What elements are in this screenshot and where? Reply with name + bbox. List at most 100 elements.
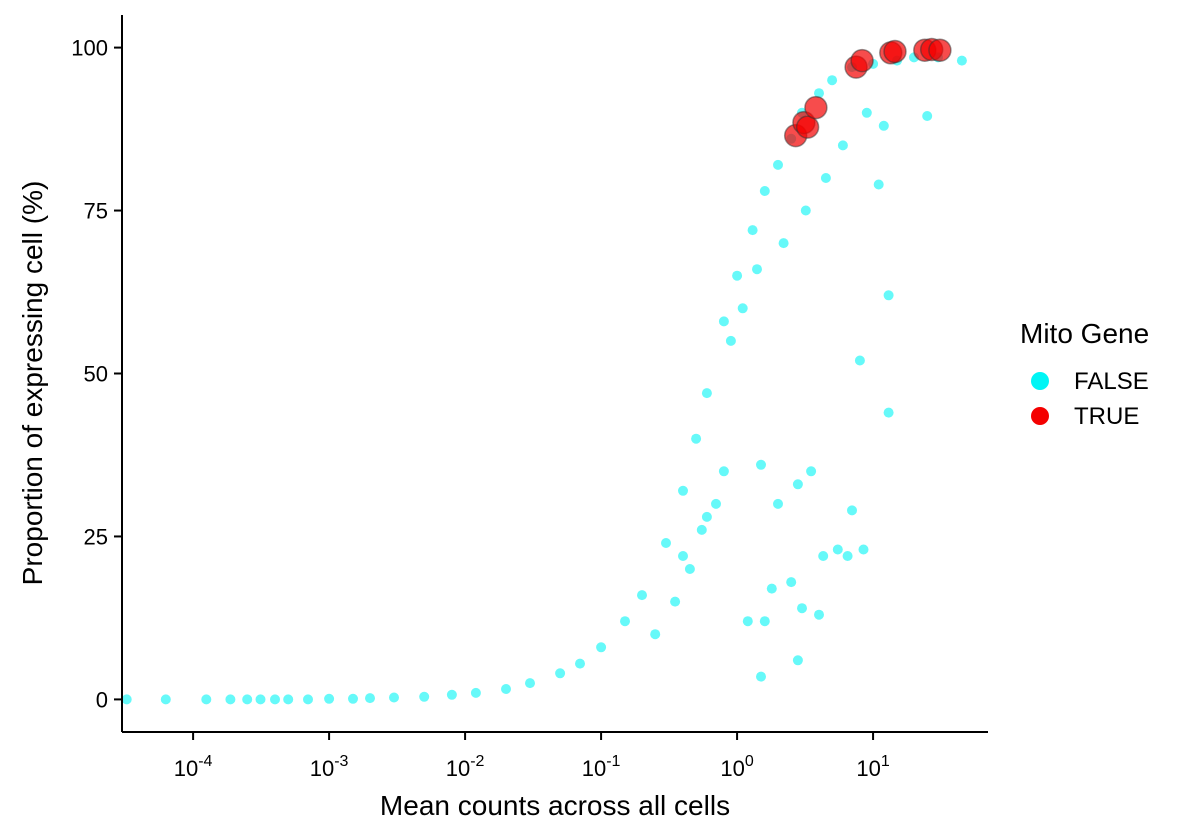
data-point-false <box>756 459 766 470</box>
points-layer <box>121 37 967 705</box>
data-point-false <box>883 407 894 418</box>
y-tick-label: 25 <box>84 524 108 549</box>
data-point-false <box>324 693 335 704</box>
axes-layer: 0 25 50 75 100 10-4 10-3 10-2 10-1 100 101 <box>71 15 988 781</box>
data-point-false <box>419 691 430 702</box>
data-point-false <box>858 544 869 555</box>
data-point-false <box>696 524 707 535</box>
y-tick-label: 75 <box>84 199 108 224</box>
data-point-false <box>225 694 236 705</box>
data-point-false <box>792 479 803 490</box>
data-point-false <box>773 498 783 509</box>
data-point-false <box>575 658 585 669</box>
data-point-false <box>861 107 872 118</box>
data-point-false <box>525 678 535 689</box>
legend-label-true: TRUE <box>1074 403 1139 430</box>
data-point-false <box>620 616 630 627</box>
data-point-false <box>678 551 688 561</box>
data-point-false <box>797 603 807 614</box>
data-point-false <box>832 544 843 555</box>
data-point-false <box>303 694 313 705</box>
data-point-false <box>820 173 831 183</box>
data-point-false <box>661 538 671 548</box>
data-point-false <box>242 694 253 705</box>
data-point-false <box>742 616 753 627</box>
data-point-false <box>691 433 702 444</box>
data-point-false <box>446 689 457 700</box>
data-point-false <box>470 687 481 698</box>
data-point-false <box>747 225 758 236</box>
data-point-false <box>800 205 811 216</box>
data-point-false <box>725 335 736 346</box>
data-point-false <box>501 684 511 694</box>
data-point-false <box>737 303 748 314</box>
data-point-false <box>752 264 762 275</box>
data-point-false <box>283 694 294 705</box>
data-point-false <box>555 668 566 679</box>
data-point-false <box>766 583 777 594</box>
data-point-false <box>650 629 661 640</box>
data-point-false <box>160 694 171 705</box>
data-point-false <box>670 596 681 607</box>
data-point-false <box>732 270 743 281</box>
data-point-false <box>701 511 712 522</box>
data-point-false <box>847 505 857 516</box>
data-point-false <box>883 290 894 301</box>
data-point-false <box>270 694 280 705</box>
data-point-false <box>814 88 824 99</box>
data-point-false <box>201 694 212 705</box>
data-point-false <box>806 466 817 477</box>
x-tick-label: 10-1 <box>582 753 621 781</box>
legend-title: Mito Gene <box>1020 318 1149 349</box>
data-point-false <box>842 551 853 561</box>
data-point-false <box>773 159 783 170</box>
data-point-false <box>684 564 695 574</box>
x-axis-title: Mean counts across all cells <box>380 790 730 821</box>
legend-swatch-true <box>1031 407 1049 425</box>
data-point-true <box>795 115 820 139</box>
data-point-false <box>922 111 933 121</box>
data-point-false <box>956 55 967 66</box>
data-point-false <box>678 485 688 496</box>
data-point-false <box>718 316 729 327</box>
data-point-false <box>389 692 399 703</box>
x-tick-label: 10-3 <box>310 753 349 781</box>
data-point-false <box>827 75 838 86</box>
legend-label-false: FALSE <box>1074 368 1149 395</box>
data-point-false <box>365 693 375 704</box>
data-point-false <box>778 238 789 249</box>
x-tick-label: 10-2 <box>446 753 485 781</box>
data-point-false <box>759 616 770 627</box>
y-tick-label: 0 <box>96 687 108 712</box>
data-point-false <box>837 140 848 151</box>
data-point-false <box>756 671 766 682</box>
data-point-false <box>348 693 358 704</box>
data-point-false <box>255 694 266 705</box>
data-point-true <box>850 48 874 73</box>
data-point-false <box>637 590 647 601</box>
data-point-false <box>878 120 889 131</box>
data-point-false <box>814 609 824 620</box>
legend: Mito Gene FALSE TRUE <box>1020 318 1149 430</box>
data-point-false <box>786 577 797 588</box>
data-point-false <box>792 655 803 666</box>
data-point-true <box>883 39 907 64</box>
data-point-false <box>818 551 829 561</box>
data-point-false <box>596 642 607 653</box>
data-point-false <box>121 694 132 705</box>
data-point-true <box>928 38 952 62</box>
data-point-true <box>804 95 828 120</box>
y-axis-title: Proportion of expressing cell (%) <box>17 181 48 586</box>
data-point-false <box>718 466 729 477</box>
x-tick-label: 100 <box>720 753 753 781</box>
x-tick-label: 101 <box>856 753 889 781</box>
data-point-false <box>701 388 712 399</box>
x-tick-label: 10-4 <box>174 753 213 781</box>
y-tick-label: 100 <box>71 36 108 61</box>
data-point-false <box>854 355 865 366</box>
legend-swatch-false <box>1031 372 1049 390</box>
data-point-false <box>759 186 770 196</box>
data-point-false <box>711 498 721 509</box>
data-point-false <box>873 179 884 190</box>
